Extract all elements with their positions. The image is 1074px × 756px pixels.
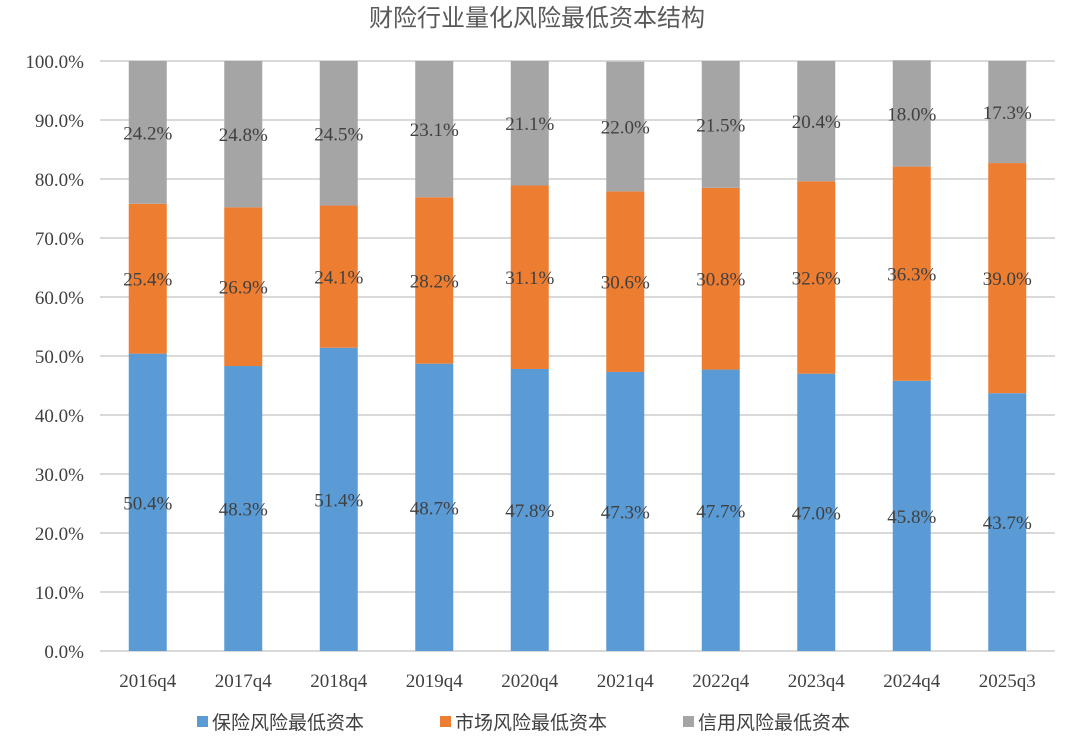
data-label: 32.6% xyxy=(792,269,841,290)
legend-label: 保险风险最低资本 xyxy=(212,712,364,734)
data-label: 26.9% xyxy=(219,278,268,299)
bar-segment xyxy=(701,369,740,651)
y-tick-label: 100.0% xyxy=(25,52,84,73)
x-tick-label: 2018q4 xyxy=(310,671,368,692)
data-label: 22.0% xyxy=(601,117,650,138)
data-label: 25.4% xyxy=(123,270,172,291)
bar-segment xyxy=(892,380,931,651)
bar-segment xyxy=(701,187,740,370)
bar-segment xyxy=(892,60,931,167)
bar-segment xyxy=(319,205,358,348)
x-tick-label: 2024q4 xyxy=(883,671,941,692)
data-label: 24.2% xyxy=(123,123,172,144)
legend-label: 信用风险最低资本 xyxy=(698,712,850,734)
x-tick-label: 2016q4 xyxy=(119,671,177,692)
y-tick-label: 0.0% xyxy=(44,642,84,663)
bar-segment xyxy=(510,368,549,651)
bar-segment xyxy=(988,393,1027,651)
y-tick-label: 90.0% xyxy=(35,111,84,132)
data-label: 24.1% xyxy=(314,268,363,289)
legend-swatch xyxy=(440,716,451,727)
bar-segment xyxy=(606,191,645,372)
bar-segment xyxy=(224,61,263,208)
y-tick-label: 40.0% xyxy=(35,406,84,427)
y-axis: 0.0% 10.0% 20.0% 30.0% 40.0% 50.0% 60.0% 70.0% 8… xyxy=(25,52,84,663)
data-label: 31.1% xyxy=(505,268,554,289)
bar-segment xyxy=(415,61,454,198)
x-tick-label: 2017q4 xyxy=(215,671,273,692)
bar-segment xyxy=(224,207,263,367)
x-tick-label: 2025q3 xyxy=(979,671,1036,692)
data-label: 50.4% xyxy=(123,493,172,514)
bar-segment xyxy=(797,181,836,374)
data-label: 30.8% xyxy=(696,270,745,291)
bar-segment xyxy=(128,203,167,354)
y-tick-label: 50.0% xyxy=(35,347,84,368)
data-label: 23.1% xyxy=(410,120,459,141)
bar-segment xyxy=(224,366,263,651)
y-tick-label: 30.0% xyxy=(35,465,84,486)
data-label: 24.5% xyxy=(314,124,363,145)
y-tick-label: 20.0% xyxy=(35,524,84,545)
bar-segment xyxy=(892,166,931,381)
y-tick-label: 10.0% xyxy=(35,583,84,604)
bar-segment xyxy=(319,61,358,206)
bar-segment xyxy=(415,197,454,364)
bar-segment xyxy=(128,61,167,204)
data-label: 21.5% xyxy=(696,115,745,136)
legend: 保险风险最低资本 市场风险最低资本 信用风险最低资本 xyxy=(197,712,850,734)
y-tick-label: 70.0% xyxy=(35,229,84,250)
x-tick-label: 2023q4 xyxy=(788,671,846,692)
y-tick-label: 80.0% xyxy=(35,170,84,191)
data-label: 43.7% xyxy=(983,513,1032,534)
bar-segment xyxy=(701,61,740,188)
data-label: 47.7% xyxy=(696,501,745,522)
legend-swatch xyxy=(683,716,694,727)
x-tick-label: 2020q4 xyxy=(501,671,559,692)
data-label: 18.0% xyxy=(887,105,936,126)
x-tick-label: 2021q4 xyxy=(597,671,655,692)
bar-segment xyxy=(319,347,358,651)
bar-segment xyxy=(797,373,836,651)
bar-segment xyxy=(606,61,645,192)
x-tick-label: 2022q4 xyxy=(692,671,750,692)
y-tick-label: 60.0% xyxy=(35,288,84,309)
data-label: 47.8% xyxy=(505,501,554,522)
data-label: 45.8% xyxy=(887,507,936,528)
bar-segment xyxy=(510,185,549,369)
bar-segment xyxy=(415,363,454,651)
data-label: 28.2% xyxy=(410,271,459,292)
data-label: 39.0% xyxy=(983,269,1032,290)
bar-segment xyxy=(606,371,645,651)
data-label: 48.3% xyxy=(219,500,268,521)
data-label: 51.4% xyxy=(314,490,363,511)
bar-segment xyxy=(128,353,167,651)
data-label: 47.3% xyxy=(601,502,650,523)
data-label: 24.8% xyxy=(219,125,268,146)
data-label: 20.4% xyxy=(792,112,841,133)
data-label: 21.1% xyxy=(505,114,554,135)
data-label: 48.7% xyxy=(410,498,459,519)
legend-label: 市场风险最低资本 xyxy=(455,712,607,734)
bar-segment xyxy=(797,61,836,182)
legend-swatch xyxy=(197,716,208,727)
data-label: 17.3% xyxy=(983,103,1032,124)
chart-title: 财险行业量化风险最低资本结构 xyxy=(369,5,705,32)
bar-segment xyxy=(510,61,549,186)
x-tick-label: 2019q4 xyxy=(406,671,464,692)
bars: 50.4% 25.4% 24.2% 48.3% 26.9% 24.8% 51.4% 24.1%… xyxy=(123,60,1032,651)
x-axis: 2016q4 2017q4 2018q4 2019q4 2020q4 2021q4 2022… xyxy=(119,671,1036,692)
bar-segment xyxy=(988,163,1027,394)
data-label: 47.0% xyxy=(792,503,841,524)
data-label: 36.3% xyxy=(887,265,936,286)
bar-segment xyxy=(988,61,1027,164)
data-label: 30.6% xyxy=(601,273,650,294)
